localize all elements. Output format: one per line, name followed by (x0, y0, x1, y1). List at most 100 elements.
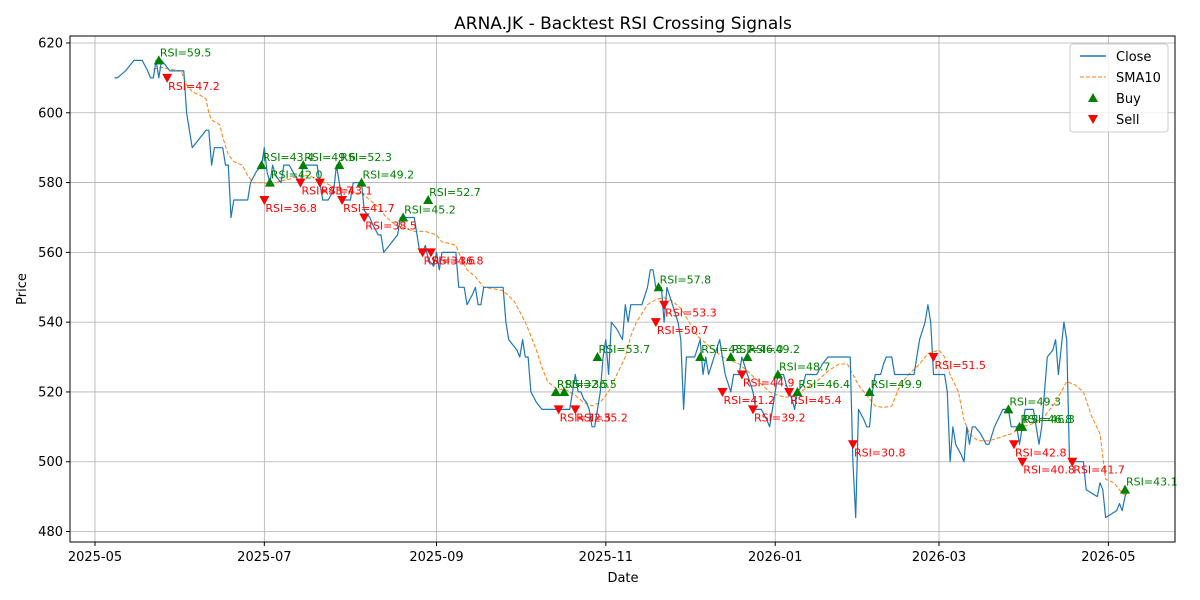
buy-signal-label: RSI=46.0 (732, 343, 784, 356)
buy-marker (298, 160, 309, 170)
sell-marker (928, 353, 939, 363)
chart-title: ARNA.JK - Backtest RSI Crossing Signals (454, 14, 792, 34)
x-tick-label: 2025-11 (579, 550, 633, 565)
buy-signal-label: RSI=49.2 (363, 169, 415, 182)
signal-markers (153, 55, 1131, 494)
x-tick-label: 2025-09 (409, 550, 463, 565)
sell-marker (295, 178, 306, 188)
sell-signal-label: RSI=50.7 (657, 324, 709, 337)
buy-signal-label: RSI=36.5 (565, 378, 617, 391)
buy-marker (153, 55, 164, 65)
buy-signal-label: RSI=49.3 (1009, 395, 1061, 408)
buy-signal-label: RSI=49.2 (748, 343, 800, 356)
x-tick-label: 2026-05 (1081, 550, 1135, 565)
sell-signal-label: RSI=32.5 (560, 411, 612, 424)
sell-signal-label: RSI=42.8 (1015, 446, 1067, 459)
sell-signal-label: RSI=53.3 (665, 307, 717, 320)
buy-signal-label: RSI=43.1 (1126, 476, 1178, 489)
sell-signal-label: RSI=47.2 (168, 80, 220, 93)
buy-signal-label: RSI=49.9 (871, 378, 923, 391)
buy-signal-label: RSI=32.5 (557, 378, 609, 391)
buy-signal-label: RSI=43.4 (263, 151, 315, 164)
sell-signal-label: RSI=36.8 (265, 202, 317, 215)
buy-signal-label: RSI=46.8 (1021, 413, 1073, 426)
sell-marker (570, 405, 581, 415)
close-line (114, 59, 1129, 519)
buy-marker (356, 177, 367, 187)
buy-marker (550, 386, 561, 396)
buy-signal-label: RSI=43.7 (701, 343, 753, 356)
sell-marker (736, 370, 747, 380)
buy-marker (742, 352, 753, 362)
y-tick-label: 480 (38, 525, 63, 540)
y-tick-label: 540 (38, 316, 63, 331)
buy-signal-label: RSI=57.8 (660, 273, 712, 286)
legend-box (1069, 43, 1169, 133)
buy-signal-label: RSI=59.5 (160, 46, 212, 59)
sell-marker (659, 300, 670, 310)
buy-marker (725, 352, 736, 362)
buy-marker (1120, 484, 1131, 494)
x-axis-ticks: 2025-05 2025-07 2025-09 2025-11 2026-01 2026-… (68, 542, 1136, 565)
sell-signal-label: RSI=40.8 (1023, 464, 1075, 477)
sell-signal-label: RSI=35.2 (576, 411, 628, 424)
sell-signal-label: RSI=51.5 (934, 359, 986, 372)
sell-marker (650, 318, 661, 328)
sell-signal-label: RSI=36.8 (432, 254, 484, 267)
sell-marker (784, 387, 795, 397)
sell-marker (425, 248, 436, 258)
y-tick-label: 500 (38, 455, 63, 470)
y-tick-label: 580 (38, 176, 63, 191)
sell-marker (162, 73, 173, 83)
buy-marker (1017, 421, 1028, 431)
buy-marker (653, 282, 664, 292)
buy-marker (772, 369, 783, 379)
sell-signal-label: RSI=30.8 (854, 446, 906, 459)
sell-signal-label: RSI=41.7 (1073, 464, 1125, 477)
x-tick-label: 2026-01 (748, 550, 802, 565)
y-tick-label: 560 (38, 246, 63, 261)
legend-label: Sell (1116, 113, 1139, 128)
sell-signal-label: RSI=38.5 (365, 219, 417, 232)
sma10-line (153, 66, 1129, 498)
legend-label: SMA10 (1116, 71, 1161, 86)
buy-marker (334, 160, 345, 170)
buy-marker (398, 212, 409, 222)
buy-signal-label: RSI=53.7 (599, 343, 651, 356)
sell-marker (553, 405, 564, 415)
signal-labels: RSI=59.5 RSI=43.4 RSI=42.0 RSI=49.6RSI=52.3… (160, 46, 1178, 488)
buy-signal-label: RSI=42.0 (271, 169, 323, 182)
y-axis-ticks: 480 500 520 540 560 580 600 620 (38, 36, 70, 540)
buy-marker (559, 386, 570, 396)
buy-signal-label: RSI=52.7 (429, 186, 481, 199)
x-tick-label: 2026-03 (912, 550, 966, 565)
buy-signal-label: RSI=52.3 (340, 151, 392, 164)
legend-label: Buy (1116, 92, 1141, 107)
legend-sell-swatch (1088, 115, 1098, 124)
buy-marker (264, 177, 275, 187)
sell-marker (1017, 457, 1028, 467)
x-axis-label: Date (607, 571, 638, 586)
buy-signal-label: RSI=48.7 (779, 360, 831, 373)
sell-signal-label: RSI=43.7 (301, 185, 353, 198)
sell-signal-label: RSI=41.2 (723, 394, 775, 407)
sell-marker (747, 405, 758, 415)
x-tick-label: 2025-05 (68, 550, 122, 565)
sell-signal-label: RSI=39.2 (754, 411, 806, 424)
buy-marker (256, 160, 267, 170)
sell-marker (1067, 457, 1078, 467)
close-series (114, 59, 1129, 519)
grid-lines (70, 36, 1175, 542)
sell-signal-label: RSI=43.1 (321, 185, 373, 198)
sell-signal-label: RSI=44.9 (743, 376, 795, 389)
sell-marker (417, 248, 428, 258)
buy-signal-label: RSI=46.3 (1023, 413, 1075, 426)
sma10-series (153, 66, 1129, 498)
sell-marker (847, 440, 858, 450)
plot-frame (69, 35, 1176, 543)
sell-signal-label: RSI=34.6 (424, 254, 476, 267)
legend: Close SMA10 Buy Sell (1069, 43, 1169, 133)
sell-marker (337, 196, 348, 206)
